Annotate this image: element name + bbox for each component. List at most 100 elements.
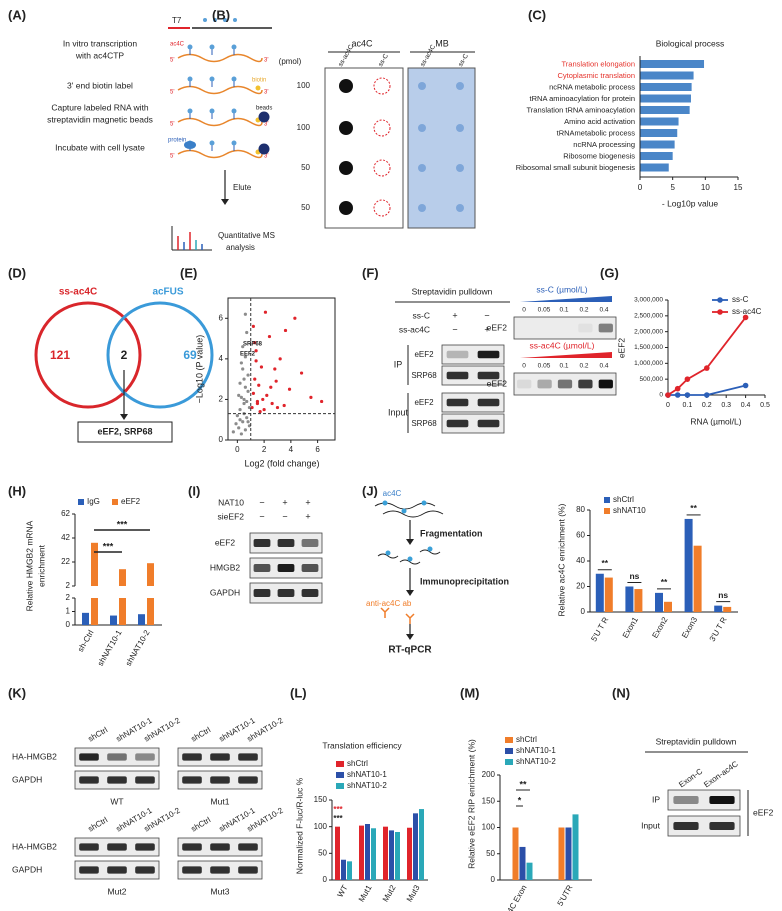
step-text: streptavidin magnetic beads (47, 114, 153, 124)
ac4c-mod (187, 44, 193, 50)
x-tick-label: 0.5 (760, 402, 770, 409)
point (245, 399, 249, 404)
bead (258, 143, 270, 155)
label: HA-HMGB2 (12, 751, 57, 761)
bar (684, 518, 693, 612)
x-tick-label: Exon2 (650, 615, 669, 640)
blot-band (301, 564, 319, 572)
legend-swatch (505, 737, 513, 743)
bar (640, 140, 675, 149)
significance: ** (690, 503, 697, 513)
point (250, 405, 254, 410)
blot-frame (667, 815, 741, 837)
label: eEF2 (414, 398, 434, 407)
blot-band (107, 843, 127, 851)
label: 3' (264, 90, 268, 96)
label: ss-C (µmol/L) (536, 284, 587, 294)
mb-dot (456, 164, 464, 172)
point (265, 393, 269, 397)
point (247, 405, 251, 410)
category-label: Translation elongation (561, 59, 635, 68)
ac4c-mod (231, 44, 237, 50)
legend-label: ss-ac4C (732, 307, 762, 316)
y-tick-label: 500,000 (640, 376, 664, 383)
bar (389, 830, 394, 880)
point (270, 401, 274, 406)
legend-swatch (336, 783, 344, 789)
blot-band (709, 822, 735, 830)
significance: ** (661, 577, 668, 587)
fragment (377, 553, 399, 559)
category-label: tRNAmetabolic process (557, 128, 636, 137)
x-tick-label: 0.2 (702, 402, 712, 409)
blot-band (182, 843, 202, 851)
label: 5' (170, 154, 174, 160)
point (278, 357, 282, 361)
ac4c-mod (231, 76, 237, 82)
point (241, 345, 245, 349)
x-tick-label: 3'U T R (708, 615, 729, 643)
point (239, 361, 243, 365)
label: Elute (233, 183, 252, 192)
bar (147, 598, 154, 625)
x-tick-label: Mut3 (405, 883, 422, 903)
bar (335, 826, 340, 880)
group-label: WT (110, 796, 123, 806)
bar (640, 129, 678, 137)
blot-band (79, 866, 99, 874)
bar (91, 598, 98, 625)
label: 121 (50, 348, 70, 362)
legend-swatch (604, 497, 610, 503)
y-tick-label: 62 (61, 509, 70, 518)
point (234, 422, 238, 426)
label: ss-C (457, 53, 470, 68)
group-label: Mut2 (108, 886, 127, 896)
bar (664, 601, 672, 612)
bar (655, 592, 663, 612)
y-tick-label: 150 (482, 796, 496, 805)
point (269, 385, 273, 389)
label: 3' (264, 154, 268, 160)
point (242, 397, 246, 402)
point (238, 418, 242, 422)
label: + (282, 497, 287, 507)
point (245, 416, 249, 420)
blot-band (446, 419, 469, 428)
x-tick-label: 5'U T R (589, 615, 610, 643)
x-tick-label: shNAT10-2 (124, 628, 152, 668)
x-tick-label: 0 (638, 183, 643, 192)
label: HMGB2 (210, 562, 241, 572)
point (704, 365, 710, 371)
point (273, 367, 277, 371)
label: + (305, 497, 310, 507)
blot-band (210, 843, 230, 851)
lane-label: shCtrl (87, 725, 110, 743)
label: MB (435, 38, 449, 48)
label: ss-ac4C (399, 324, 430, 334)
mb-dot (456, 204, 464, 212)
label: 0.4 (599, 363, 608, 370)
x-tick-label: sh-Ctrl (76, 628, 96, 653)
y-tick-label: 60 (576, 531, 585, 540)
y-tick-label: 200 (482, 770, 496, 779)
y-tick-label: 2,000,000 (634, 328, 663, 335)
label: 5' (170, 58, 174, 64)
label: protein (168, 138, 186, 144)
blot-frame (441, 413, 505, 434)
x-tick-label: shNAT10-1 (96, 628, 124, 668)
significance: ** (519, 779, 527, 789)
arrow-head (406, 590, 414, 596)
annotation: EEF2 (240, 352, 256, 358)
label: 0.05 (538, 363, 551, 370)
label: eEF2 (487, 378, 508, 388)
y-tick-label: 22 (61, 557, 70, 566)
blot-band (477, 350, 500, 359)
label: Translation efficiency (322, 740, 402, 750)
significance: *** (333, 814, 343, 823)
blot-band (517, 379, 532, 389)
group-label: Mut3 (211, 886, 230, 896)
blot-band (182, 776, 202, 784)
significance: ** (601, 558, 608, 568)
label: eEF2, SRP68 (97, 426, 152, 436)
